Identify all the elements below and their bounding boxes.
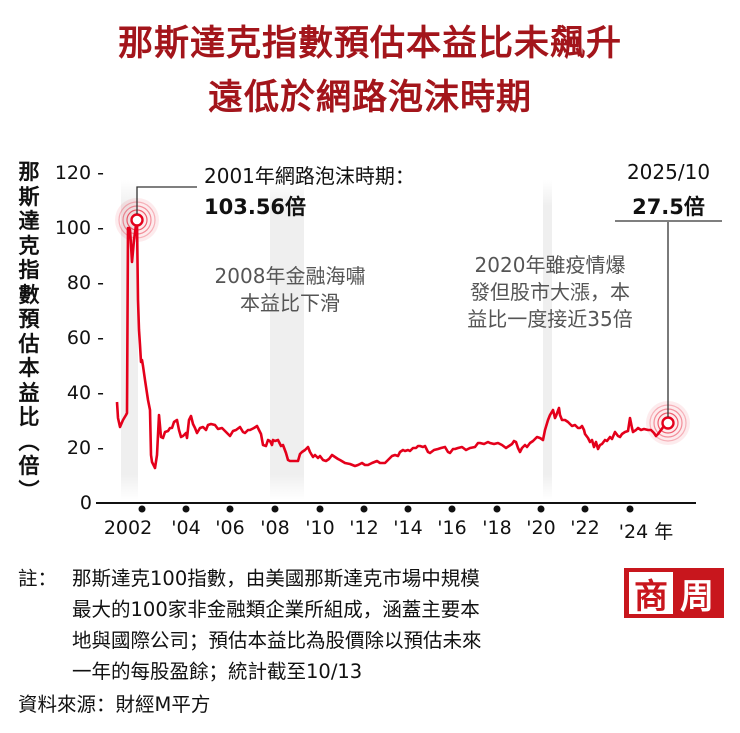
covid-annotation: 2020年雖疫情爆 發但股市大漲，本 益比一度接近35倍	[440, 252, 660, 333]
y-axis-label-char: 數	[18, 282, 40, 307]
y-axis-label-char: 達	[18, 209, 40, 233]
x-tick-24: '24 年	[618, 521, 674, 543]
latest-callout-title: 2025/10	[626, 160, 711, 184]
shaded-band-2008	[270, 180, 304, 500]
x-tick-14: '14	[393, 517, 423, 539]
gfc-annotation-line-1: 2008年金融海嘯	[214, 264, 366, 288]
y-axis-label-char: 比	[18, 405, 40, 429]
covid-annotation-line-1: 2020年雖疫情爆	[474, 253, 626, 277]
y-axis-label-char: 克	[18, 233, 40, 258]
footnote: 註： 那斯達克100指數，由美國那斯達克市場中規模 最大的100家非金融類企業所…	[18, 563, 482, 687]
y-tick-100: 100 -	[54, 217, 104, 239]
footnote-line-3: 地與國際公司；預估本益比為股價除以預估未來	[72, 629, 482, 652]
shaded-band-2001	[121, 180, 138, 500]
x-tick-2002: 2002	[103, 517, 153, 539]
data-source: 資料來源：財經M平方	[18, 693, 211, 716]
y-axis-label-char: 那	[18, 160, 40, 184]
x-axis-tick-dots	[138, 505, 634, 513]
pe-ratio-line	[115, 220, 668, 470]
covid-annotation-line-3: 益比一度接近35倍	[467, 307, 633, 331]
x-tick-12: '12	[349, 517, 379, 539]
y-axis-label-char: 倍	[18, 454, 40, 478]
y-tick-40: 40 -	[66, 382, 104, 404]
logo-char-1: 商	[629, 572, 673, 617]
x-tick-10: '10	[305, 517, 335, 539]
peak-callout-leader	[136, 186, 197, 214]
y-tick-60: 60 -	[66, 327, 104, 349]
x-tick-06: '06	[215, 517, 245, 539]
x-tick-16: '16	[437, 517, 467, 539]
footnote-line-2: 最大的100家非金融類企業所組成，涵蓋主要本	[72, 598, 480, 621]
x-tick-08: '08	[260, 517, 290, 539]
y-axis-label-char: 益	[18, 380, 40, 405]
peak-callout-title: 2001年網路泡沫時期：	[204, 164, 415, 188]
footnote-line-4: 一年的每股盈餘；統計截至10/13	[72, 660, 363, 683]
y-tick-20: 20 -	[66, 437, 104, 459]
gfc-annotation-line-2: 本益比下滑	[240, 291, 340, 315]
y-tick-0: 0	[79, 492, 92, 514]
gfc-annotation: 2008年金融海嘯 本益比下滑	[190, 263, 390, 317]
business-weekly-logo: 商 周	[624, 568, 724, 618]
chart-title-line-2: 遠低於網路泡沫時期	[207, 78, 532, 118]
y-axis-label-char: 斯	[18, 184, 40, 209]
footnote-prefix: 註：	[18, 567, 58, 590]
x-tick-20: '20	[526, 517, 556, 539]
logo-char-2: 周	[680, 576, 714, 617]
y-axis-label-char: 估	[18, 331, 40, 356]
y-tick-80: 80 -	[66, 272, 104, 294]
peak-marker-2001	[115, 198, 159, 242]
y-axis-label-char: 預	[18, 307, 40, 331]
y-axis-label-char: 指	[18, 258, 40, 282]
y-axis-label-char: ︵	[18, 429, 40, 454]
footnote-line-1: 那斯達克100指數，由美國那斯達克市場中規模	[72, 567, 480, 590]
y-axis-label-char: 本	[18, 356, 40, 380]
latest-callout-value: 27.5倍	[632, 195, 705, 219]
shaded-band-2020	[543, 180, 552, 500]
peak-callout-value: 103.56倍	[204, 195, 307, 219]
chart-title-line-1: 那斯達克指數預估本益比未飆升	[117, 24, 622, 64]
x-tick-04: '04	[171, 517, 201, 539]
x-tick-18: '18	[482, 517, 512, 539]
latest-marker-2025	[646, 401, 690, 445]
covid-annotation-line-2: 發但股市大漲，本	[470, 280, 630, 304]
y-axis-label-char: ︶	[18, 478, 40, 503]
y-axis-label: 那 斯 達 克 指 數 預 估 本 益 比 ︵ 倍 ︶	[16, 160, 42, 503]
y-tick-120: 120 -	[54, 162, 104, 184]
x-tick-22: '22	[570, 517, 600, 539]
